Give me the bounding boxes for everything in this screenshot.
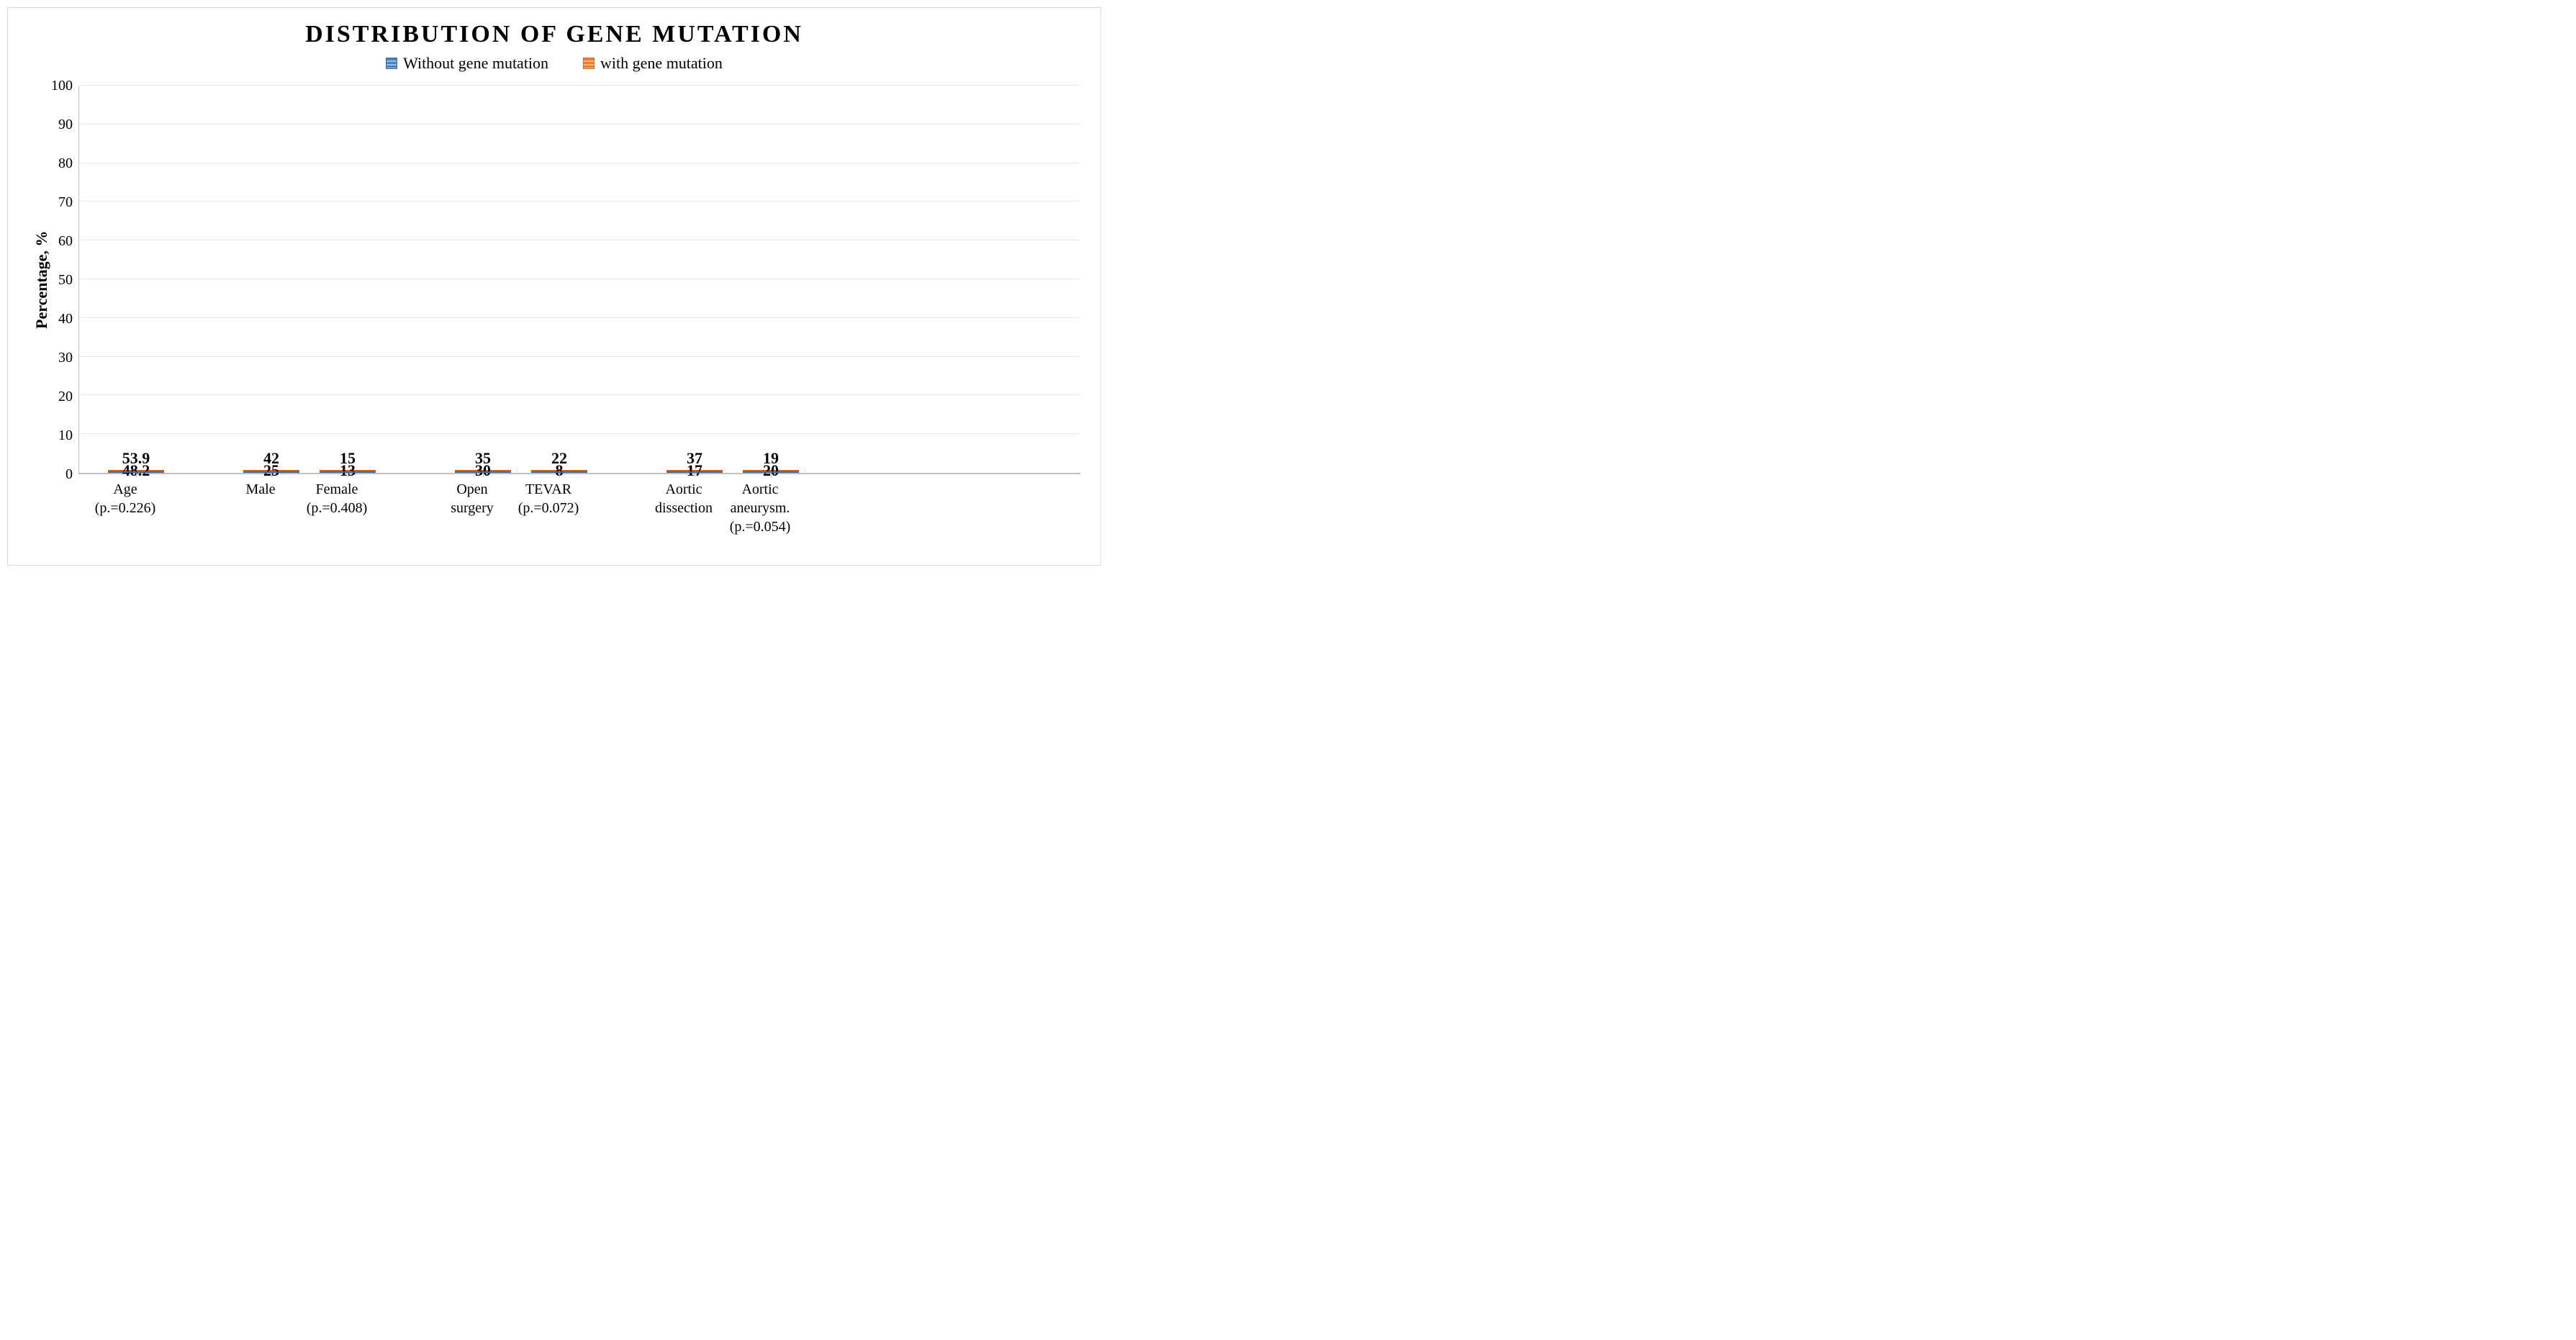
gridline	[79, 356, 1080, 357]
x-axis-labels: Age(p.=0.226) Male Female(p.=0.408) Opensur…	[68, 480, 1080, 545]
y-axis-ticks: 1009080706050403020100	[51, 86, 78, 474]
gridline	[79, 394, 1080, 395]
plot-area-wrap: Percentage, % 1009080706050403020100 48.…	[28, 86, 1080, 474]
legend-label: Without gene mutation	[403, 54, 548, 73]
x-label-line: TEVAR	[518, 480, 579, 499]
gridline	[79, 201, 1080, 202]
gridline	[79, 85, 1080, 86]
x-label: TEVAR(p.=0.072)	[518, 480, 579, 517]
legend: Without gene mutation with gene mutation	[28, 54, 1080, 73]
gridline	[79, 124, 1080, 125]
bar-value-label: 19	[763, 449, 779, 468]
x-label: Female(p.=0.408)	[307, 480, 368, 517]
x-label: Aorticaneurysm.(p.=0.054)	[730, 480, 791, 536]
x-label-line: dissection	[655, 499, 713, 517]
bar-value-label: 53.9	[122, 449, 150, 468]
chart-container: DISTRIBUTION OF GENE MUTATION Without ge…	[7, 7, 1101, 566]
chart-title: DISTRIBUTION OF GENE MUTATION	[28, 21, 1080, 48]
x-label-line: Male	[245, 480, 275, 499]
x-label-line: (p.=0.226)	[95, 499, 156, 517]
x-label-line: Aortic	[730, 480, 791, 499]
bars-layer: 48.253.925421315303582217372019	[79, 86, 1080, 473]
bar-value-label: 37	[687, 449, 702, 468]
x-label-line: (p.=0.072)	[518, 499, 579, 517]
bar-value-label: 35	[475, 449, 491, 468]
x-label-line: Aortic	[655, 480, 713, 499]
x-label-line: (p.=0.054)	[730, 517, 791, 536]
plot-area: 48.253.925421315303582217372019	[78, 86, 1080, 474]
legend-swatch-orange	[583, 58, 595, 69]
x-label: Male	[245, 480, 275, 499]
x-label-line: aneurysm.	[730, 499, 791, 517]
gridline	[79, 433, 1080, 434]
bar-value-label: 22	[551, 449, 567, 468]
legend-swatch-blue	[386, 58, 397, 69]
gridline	[79, 317, 1080, 318]
x-label-line: surgery	[451, 499, 494, 517]
x-tick	[136, 473, 137, 477]
x-label: Opensurgery	[451, 480, 494, 517]
x-tick	[771, 473, 772, 477]
x-label-line: Open	[451, 480, 494, 499]
x-label: Aorticdissection	[655, 480, 713, 517]
x-tick	[483, 473, 484, 477]
y-axis-label: Percentage, %	[28, 86, 51, 474]
x-label-line: (p.=0.408)	[307, 499, 368, 517]
x-tick	[271, 473, 272, 477]
x-label-line: Female	[307, 480, 368, 499]
bar-value-label: 42	[263, 449, 279, 468]
legend-item-without-mutation: Without gene mutation	[386, 54, 548, 73]
legend-item-with-mutation: with gene mutation	[583, 54, 723, 73]
legend-label: with gene mutation	[600, 54, 723, 73]
x-label-line: Age	[95, 480, 156, 499]
x-label: Age(p.=0.226)	[95, 480, 156, 517]
x-tick	[559, 473, 560, 477]
bar-value-label: 15	[340, 449, 356, 468]
